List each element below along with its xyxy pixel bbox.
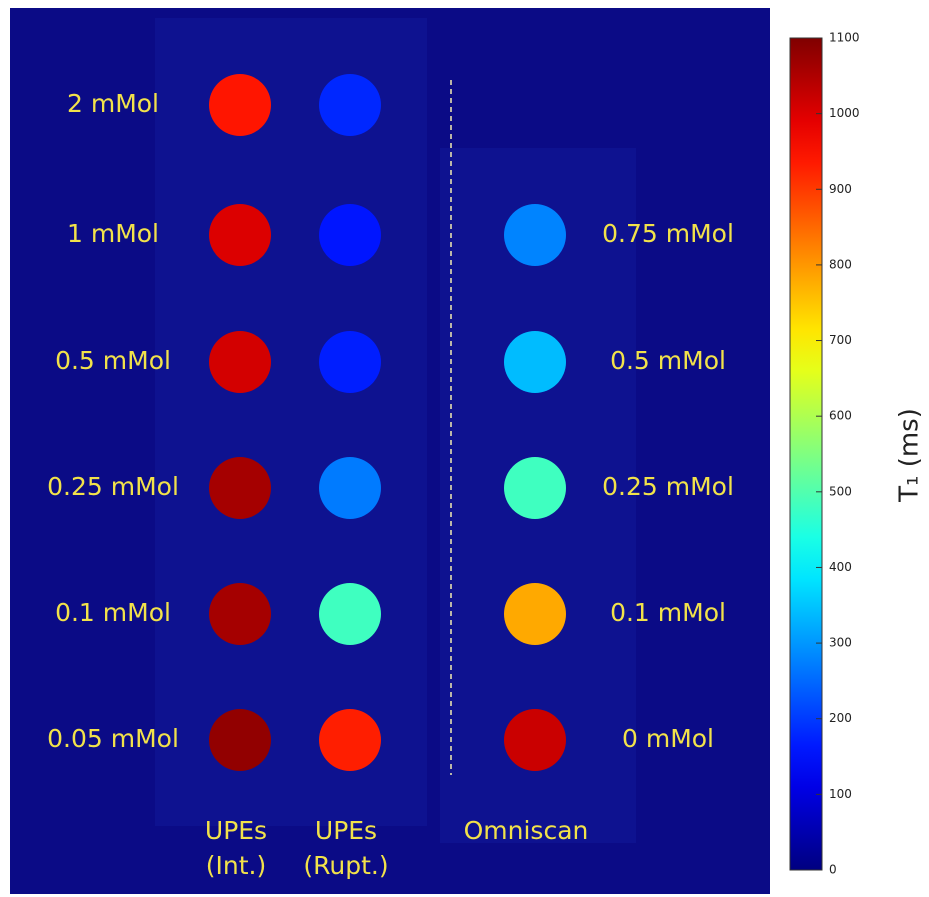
sample [209,331,271,393]
colorbar-tick-label: 200 [829,711,852,725]
row-label: 0.05 mMol [47,724,179,753]
colorbar-tick-label: 400 [829,560,852,574]
row-label: 0.5 mMol [610,346,726,375]
sample [319,204,381,266]
row-label: 0.25 mMol [47,472,179,501]
figure: T₁ (ms) 0 100 200 300 400 500 600 700 800 900 1000… [0,0,929,897]
colorbar-tick-label: 100 [829,787,852,801]
colorbar-tick-label: 600 [829,409,852,423]
sample [209,709,271,771]
colorbar-tick-label: 0 [829,863,837,877]
sample [504,583,566,645]
sample [504,457,566,519]
sample [319,583,381,645]
sample [209,457,271,519]
row-label: 0.1 mMol [55,598,171,627]
colorbar [790,38,822,870]
colorbar-tick-label: 300 [829,636,852,650]
colorbar-tick-label: 700 [829,333,852,347]
sample [319,74,381,136]
row-label: 0.25 mMol [602,472,734,501]
row-label: 0.1 mMol [610,598,726,627]
colorbar-tick-label: 900 [829,182,852,196]
sample [319,709,381,771]
sample [504,709,566,771]
row-label: 1 mMol [67,219,159,248]
row-label: 2 mMol [67,89,159,118]
sample [504,331,566,393]
column-label: (Int.) [206,851,266,880]
row-label: 0 mMol [622,724,714,753]
column-label: UPEs [315,816,377,845]
column-label: UPEs [205,816,267,845]
row-label: 0.75 mMol [602,219,734,248]
colorbar-label: T₁ (ms) [895,408,925,503]
sample [209,583,271,645]
row-label: 0.5 mMol [55,346,171,375]
sample [209,74,271,136]
column-label: Omniscan [464,816,589,845]
sample [209,204,271,266]
colorbar-tick-label: 1000 [829,106,860,120]
column-label: (Rupt.) [303,851,388,880]
sample [319,331,381,393]
colorbar-tick-label: 500 [829,484,852,498]
image-panel [155,18,427,826]
sample [319,457,381,519]
sample [504,204,566,266]
colorbar-tick-label: 800 [829,257,852,271]
colorbar-tick-label: 1100 [829,31,860,45]
